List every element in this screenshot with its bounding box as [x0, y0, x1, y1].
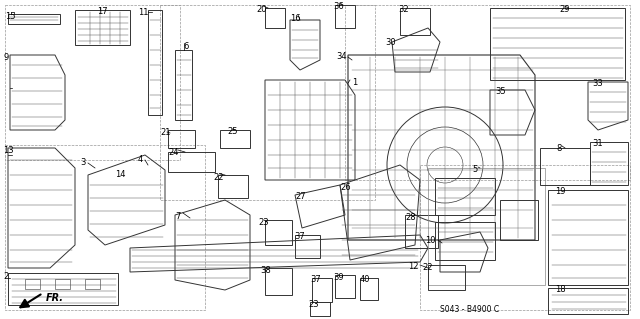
Text: 6: 6 — [183, 42, 188, 51]
Text: 36: 36 — [333, 2, 344, 11]
Text: 31: 31 — [592, 139, 603, 148]
Text: 22: 22 — [422, 263, 433, 272]
Text: 23: 23 — [258, 218, 269, 227]
Text: 21: 21 — [160, 128, 170, 137]
Text: 37: 37 — [310, 275, 321, 284]
Text: 8: 8 — [556, 144, 561, 153]
Text: 35: 35 — [495, 87, 506, 96]
Text: 16: 16 — [290, 14, 301, 23]
Text: 25: 25 — [227, 127, 237, 136]
Text: 9: 9 — [3, 53, 8, 62]
Text: 10: 10 — [425, 236, 435, 245]
Text: 19: 19 — [555, 187, 566, 196]
Text: 2: 2 — [3, 272, 8, 281]
Text: 20: 20 — [256, 5, 266, 14]
Text: 24: 24 — [168, 148, 179, 157]
Text: FR.: FR. — [46, 293, 64, 303]
Text: 23: 23 — [308, 300, 319, 309]
Text: 40: 40 — [360, 275, 371, 284]
Text: 27: 27 — [295, 192, 306, 201]
Text: 33: 33 — [592, 79, 603, 88]
Text: 3: 3 — [80, 158, 85, 167]
Text: 29: 29 — [559, 5, 570, 14]
Text: 15: 15 — [5, 12, 15, 21]
Text: 26: 26 — [340, 183, 351, 192]
Text: 34: 34 — [336, 52, 347, 61]
Text: 28: 28 — [405, 213, 415, 222]
Text: 22: 22 — [213, 173, 223, 182]
Text: 32: 32 — [398, 5, 408, 14]
Text: 30: 30 — [385, 38, 396, 47]
Text: 18: 18 — [555, 285, 566, 294]
Text: 7: 7 — [175, 212, 180, 221]
Text: 17: 17 — [97, 7, 108, 16]
Text: 14: 14 — [115, 170, 125, 179]
Text: 12: 12 — [408, 262, 419, 271]
Text: 13: 13 — [3, 146, 13, 155]
Text: 11: 11 — [138, 8, 148, 17]
Text: 4: 4 — [138, 155, 143, 164]
Text: 39: 39 — [333, 273, 344, 282]
Text: S043 - B4900 C: S043 - B4900 C — [440, 305, 500, 314]
Text: 37: 37 — [294, 232, 305, 241]
Text: 1: 1 — [352, 78, 357, 87]
Text: 5: 5 — [472, 165, 477, 174]
Text: 38: 38 — [260, 266, 271, 275]
